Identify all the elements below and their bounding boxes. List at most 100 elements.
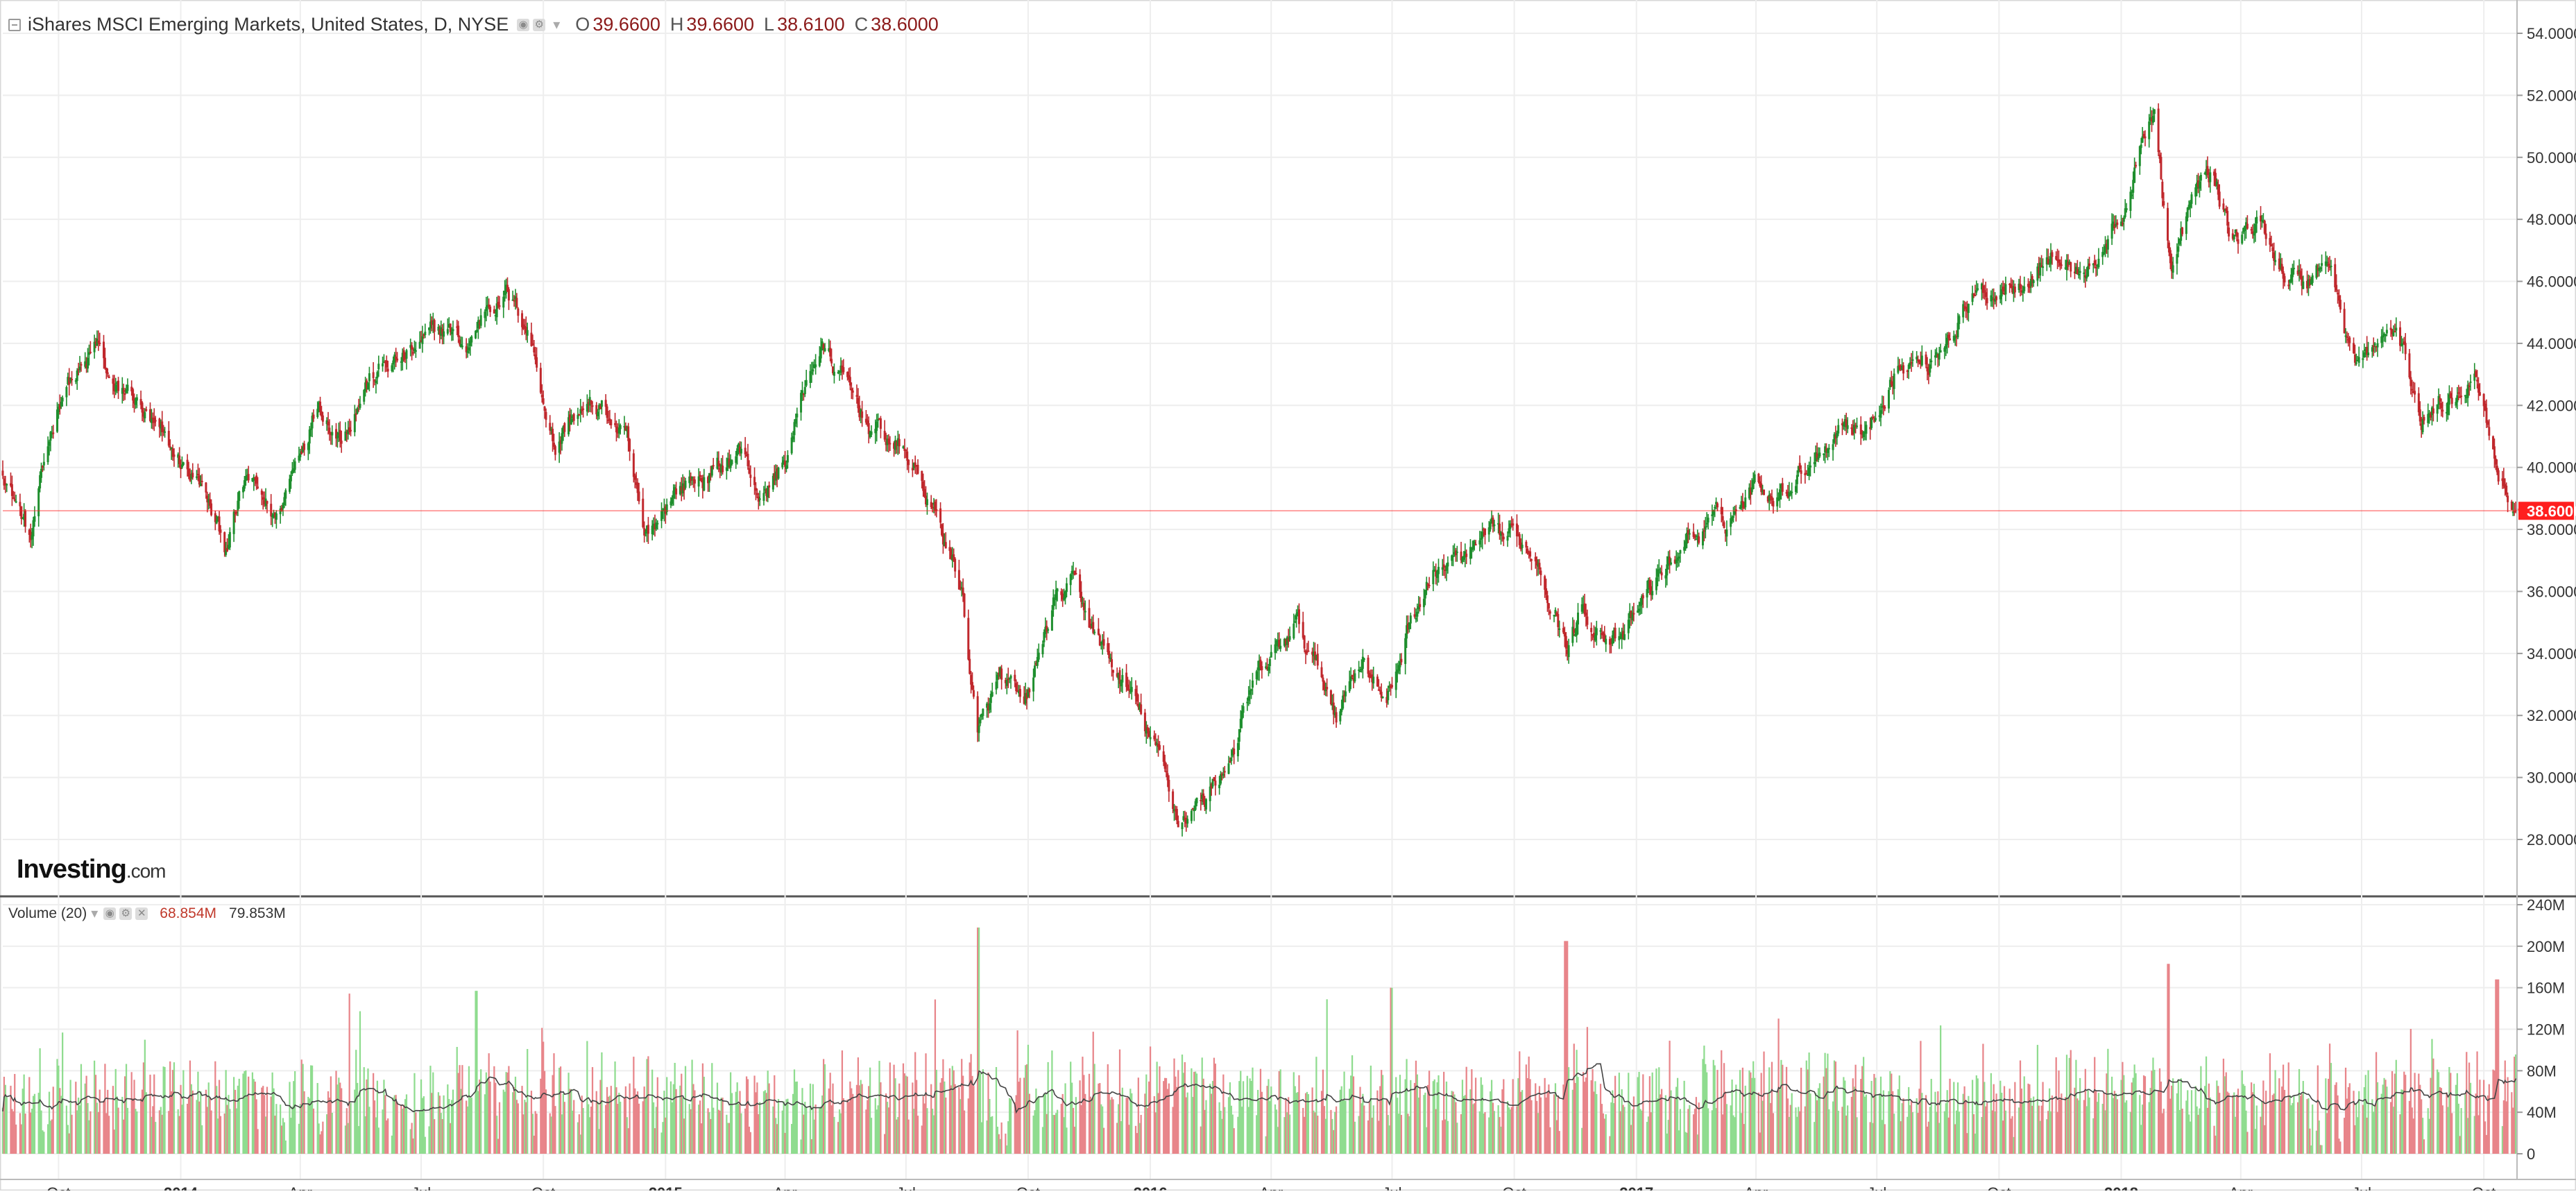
volume-bar bbox=[1125, 1098, 1127, 1154]
candle-body bbox=[1340, 708, 1342, 712]
volume-bar bbox=[1453, 1095, 1455, 1154]
candle-body bbox=[1164, 761, 1166, 769]
volume-bar bbox=[914, 1052, 916, 1154]
candle-body bbox=[12, 497, 15, 499]
volume-bar bbox=[563, 1093, 564, 1154]
candle-body bbox=[969, 659, 971, 674]
volume-bar bbox=[904, 1073, 905, 1154]
candle bbox=[573, 413, 575, 425]
candle-body bbox=[1902, 365, 1904, 373]
volume-bar bbox=[1288, 1097, 1289, 1154]
candle bbox=[2101, 247, 2104, 265]
volume-bar bbox=[67, 1125, 69, 1154]
volume-bar bbox=[317, 1083, 318, 1154]
volume-bar bbox=[1340, 1090, 1341, 1154]
volume-bar bbox=[596, 1091, 597, 1154]
candle bbox=[1553, 615, 1555, 622]
volume-bar bbox=[1918, 1089, 1920, 1154]
volume-bar bbox=[880, 1082, 881, 1154]
volume-bar bbox=[1828, 1109, 1829, 1154]
candle-body bbox=[1564, 633, 1566, 637]
candle-body bbox=[1823, 454, 1825, 455]
volume-bar bbox=[486, 1073, 487, 1154]
candle-body bbox=[2020, 284, 2022, 289]
volume-bar bbox=[1594, 1081, 1596, 1154]
volume-bar bbox=[117, 1096, 118, 1154]
volume-bar bbox=[1018, 1082, 1019, 1154]
candle-body bbox=[1481, 531, 1483, 538]
volume-bar bbox=[1968, 1096, 1969, 1154]
volume-bar bbox=[121, 1097, 123, 1154]
volume-bar bbox=[1057, 1110, 1058, 1154]
volume-bar bbox=[848, 1102, 849, 1154]
volume-bar bbox=[2092, 1118, 2094, 1154]
candle-body bbox=[452, 329, 454, 331]
volume-bar bbox=[1863, 1057, 1864, 1154]
volume-bar bbox=[1805, 1107, 1806, 1154]
candle-body bbox=[1809, 466, 1811, 468]
candle-body bbox=[52, 432, 54, 434]
volume-bar bbox=[1481, 1077, 1482, 1154]
volume-bar bbox=[2344, 1118, 2345, 1154]
volume-bar bbox=[2431, 1039, 2432, 1154]
candle bbox=[563, 422, 565, 436]
candle-body bbox=[1140, 704, 1142, 714]
volume-bar bbox=[1191, 1068, 1192, 1154]
candle bbox=[1073, 570, 1075, 575]
volume-bar bbox=[2237, 1089, 2239, 1154]
candle-body bbox=[954, 558, 956, 571]
volume-bar bbox=[1703, 1046, 1705, 1154]
volume-bar bbox=[1196, 1073, 1197, 1154]
candle bbox=[11, 476, 13, 506]
candle-body bbox=[533, 347, 535, 352]
volume-bar bbox=[747, 1079, 749, 1154]
volume-bar bbox=[171, 1091, 172, 1154]
candle bbox=[1824, 443, 1826, 463]
volume-bar bbox=[1901, 1103, 1902, 1154]
volume-bar bbox=[933, 1116, 935, 1154]
candle-body bbox=[713, 465, 715, 466]
volume-bar bbox=[2224, 1076, 2226, 1154]
candle-body bbox=[235, 512, 237, 513]
volume-bar bbox=[2507, 1077, 2508, 1154]
candle-body bbox=[531, 343, 534, 345]
candle bbox=[1865, 421, 1867, 441]
candle bbox=[424, 323, 426, 338]
volume-bar bbox=[2213, 1126, 2215, 1154]
candle-body bbox=[597, 412, 599, 416]
volume-bar bbox=[2114, 1091, 2115, 1154]
candle-body bbox=[945, 542, 947, 548]
candle-body bbox=[852, 391, 854, 393]
candle-body bbox=[517, 309, 519, 316]
candle bbox=[6, 484, 8, 493]
candle-body bbox=[132, 389, 134, 400]
candle-body bbox=[14, 500, 16, 501]
volume-bar bbox=[1612, 1091, 1613, 1154]
volume-bar bbox=[479, 1080, 480, 1154]
candle-body bbox=[1789, 493, 1791, 495]
candle-body bbox=[2177, 246, 2179, 252]
candle bbox=[623, 416, 625, 434]
candle-body bbox=[755, 488, 757, 491]
volume-bar bbox=[75, 1082, 76, 1154]
candle-body bbox=[1144, 713, 1146, 731]
candle-body bbox=[421, 336, 423, 344]
candle bbox=[917, 459, 919, 475]
volume-bar bbox=[2419, 1085, 2421, 1154]
candle-body bbox=[1298, 609, 1300, 624]
candle bbox=[540, 363, 542, 394]
candle-body bbox=[2070, 262, 2072, 271]
volume-bar bbox=[415, 1112, 416, 1154]
volume-bar bbox=[1062, 1094, 1064, 1154]
candle-body bbox=[1837, 425, 1839, 434]
volume-bar bbox=[1657, 1098, 1658, 1154]
volume-bar bbox=[330, 1076, 332, 1154]
candle-body bbox=[493, 309, 495, 314]
volume-bar bbox=[2207, 1108, 2208, 1154]
candle bbox=[2123, 215, 2125, 230]
volume-bar bbox=[2106, 1073, 2107, 1154]
candle-body bbox=[638, 491, 640, 501]
volume-bar bbox=[1852, 1078, 1854, 1154]
candle-body bbox=[1192, 808, 1194, 810]
